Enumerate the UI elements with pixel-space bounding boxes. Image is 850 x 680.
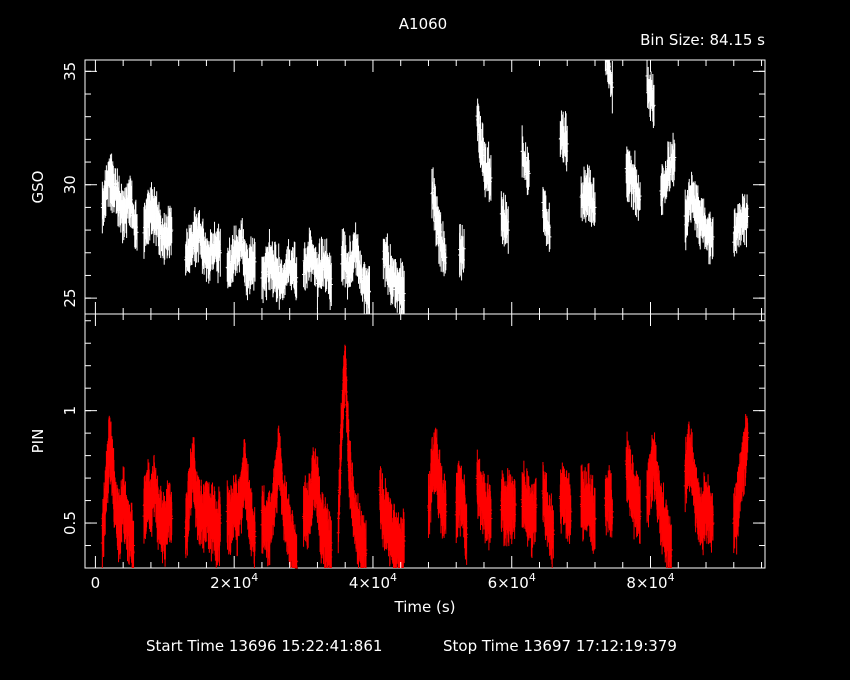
x-axis-tick-labels: 0 2×104 4×104 6×104 8×104 — [91, 571, 675, 592]
start-time-label: Start Time 13696 15:22:41:861 — [146, 637, 382, 655]
light-curve-segment — [683, 421, 715, 556]
y-tick-label: 0.5 — [61, 511, 79, 535]
light-curve-segment — [541, 461, 555, 568]
light-curve-segment — [558, 462, 573, 544]
panel-pin-series — [100, 344, 750, 569]
x-tick-label: 0 — [91, 574, 101, 592]
panel-pin: PIN 0.51 — [29, 313, 766, 569]
panel-gso-series — [100, 59, 750, 314]
chart-title: A1060 — [399, 15, 447, 33]
light-curve-segment — [579, 164, 597, 227]
light-curve-segment — [683, 171, 715, 265]
y-tick-label: 25 — [61, 289, 79, 308]
x-tick-label: 2×104 — [210, 571, 258, 592]
light-curve-segment — [340, 222, 371, 314]
y-tick-label: 30 — [61, 175, 79, 194]
light-curve-segment — [659, 132, 677, 216]
x-tick-label: 8×104 — [626, 571, 674, 592]
light-curve-segment — [475, 449, 493, 551]
light-curve-segment — [499, 468, 517, 547]
panel-gso: GSO 25 30 35 — [29, 59, 766, 315]
light-curve-segment — [260, 228, 299, 310]
light-curve-segment — [603, 59, 614, 114]
light-curve-segment — [260, 425, 299, 569]
light-curve-segment — [458, 223, 466, 281]
light-curve-segment — [142, 454, 174, 567]
light-curve-segment — [732, 414, 750, 555]
light-curve-segment — [302, 227, 333, 311]
light-curve-segment — [378, 466, 406, 568]
light-curve-segment — [579, 462, 597, 554]
panel-gso-ylabel: GSO — [29, 171, 47, 204]
light-curve-segment — [430, 167, 448, 277]
light-curve-segment — [624, 146, 642, 221]
panel-pin-ticks: 0.51 — [61, 320, 765, 569]
light-curve-segment — [475, 98, 493, 203]
light-curve-segment — [336, 344, 368, 568]
light-curve-segment — [520, 125, 531, 196]
light-curve-segment — [225, 218, 257, 301]
panel-pin-frame — [84, 313, 766, 569]
light-curve-segment — [100, 153, 139, 251]
x-tick-label: 6×104 — [488, 571, 536, 592]
stop-time-label: Stop Time 13697 17:12:19:379 — [443, 637, 677, 655]
light-curve-segment — [381, 233, 406, 314]
light-curve-segment — [645, 432, 673, 568]
light-curve-segment — [426, 427, 448, 539]
panel-pin-ylabel: PIN — [29, 429, 47, 454]
light-curve-segment — [520, 460, 538, 559]
panel-gso-ticks: 25 30 35 — [61, 62, 765, 308]
light-curve-segment — [100, 415, 136, 568]
y-tick-label: 35 — [61, 62, 79, 81]
x-axis-label: Time (s) — [394, 598, 456, 616]
bin-size-label: Bin Size: 84.15 s — [640, 31, 765, 49]
light-curve-segment — [184, 437, 222, 568]
light-curve-segment — [645, 60, 656, 129]
light-curve-segment — [499, 191, 510, 254]
light-curve-segment — [454, 460, 469, 565]
light-curve-segment — [732, 193, 750, 257]
light-curve-segment — [541, 186, 552, 252]
light-curve-segment — [225, 439, 257, 568]
light-curve-segment — [624, 431, 642, 544]
x-tick-label: 4×104 — [349, 571, 397, 592]
light-curve-segment — [142, 182, 174, 265]
light-curve-segment — [184, 207, 222, 284]
x-axis-ticks — [94, 60, 763, 568]
y-tick-label: 1 — [61, 406, 79, 416]
light-curve-segment — [558, 110, 569, 172]
light-curve-segment — [302, 447, 333, 568]
light-curve-segment — [603, 465, 614, 538]
